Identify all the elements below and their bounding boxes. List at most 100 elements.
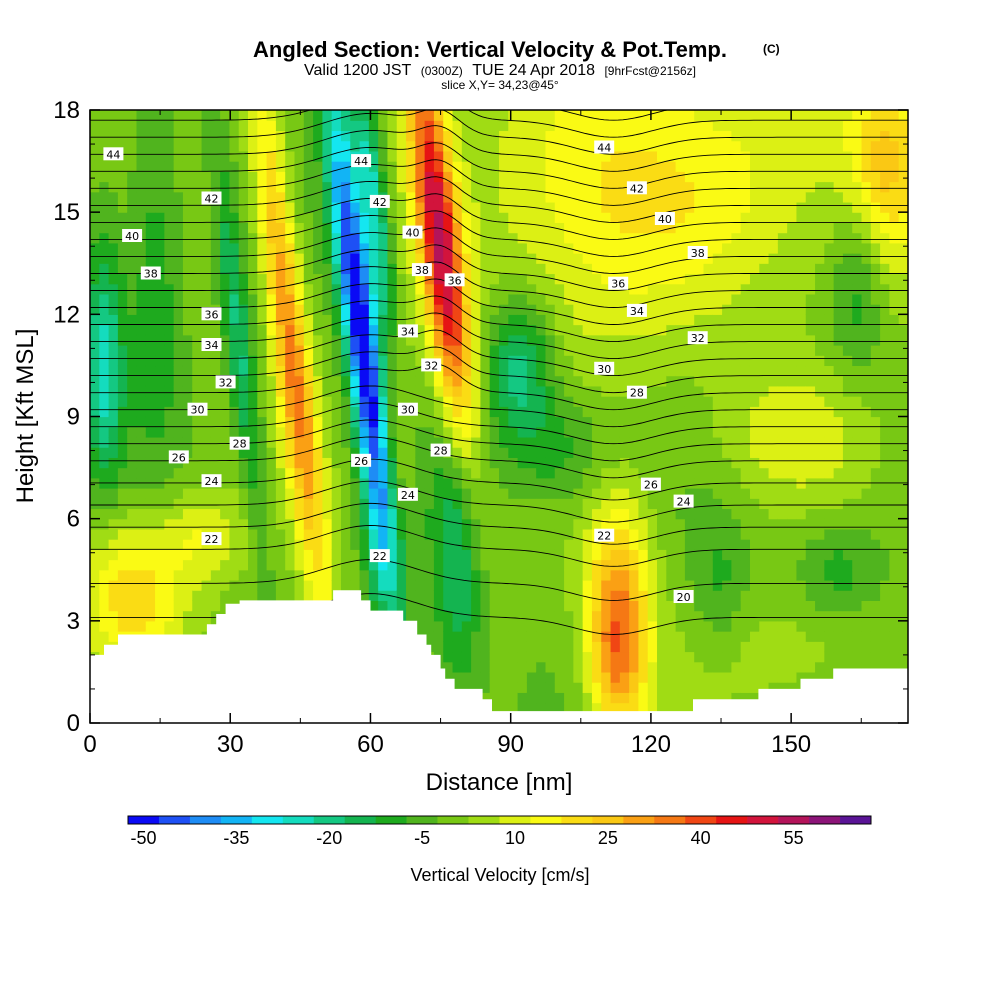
velocity-cell (238, 365, 249, 377)
velocity-cell (815, 385, 825, 397)
velocity-cell (145, 283, 156, 295)
velocity-cell (424, 508, 435, 520)
velocity-cell (591, 651, 602, 663)
velocity-cell (703, 528, 714, 540)
velocity-cell (564, 488, 574, 499)
velocity-cell (842, 253, 853, 264)
velocity-cell (489, 528, 500, 540)
velocity-cell (545, 242, 556, 254)
velocity-cell (657, 651, 667, 663)
velocity-cell (629, 150, 640, 162)
velocity-cell (99, 569, 110, 581)
velocity-cell (731, 457, 742, 469)
velocity-cell (675, 314, 686, 326)
velocity-cell (210, 610, 221, 622)
velocity-cell (461, 406, 472, 418)
velocity-cell (722, 406, 732, 418)
velocity-cell (573, 477, 584, 489)
velocity-cell (359, 579, 370, 591)
velocity-cell (712, 447, 723, 458)
velocity-cell (768, 671, 779, 683)
velocity-cell (824, 150, 835, 162)
velocity-cell (294, 181, 305, 193)
velocity-cell (517, 682, 528, 693)
velocity-cell (396, 559, 407, 571)
velocity-cell (684, 539, 695, 550)
velocity-cell (601, 426, 612, 438)
velocity-cell (740, 171, 751, 183)
velocity-cell (99, 161, 110, 172)
velocity-cell (777, 579, 788, 591)
velocity-cell (815, 314, 825, 326)
velocity-cell (238, 344, 249, 356)
velocity-cell (815, 641, 825, 653)
velocity-cell (833, 406, 844, 418)
velocity-cell (313, 324, 323, 336)
velocity-cell (573, 539, 584, 550)
velocity-cell (805, 324, 816, 336)
velocity-cell (731, 631, 742, 642)
velocity-cell (610, 549, 621, 561)
velocity-cell (601, 232, 612, 244)
velocity-cell (322, 212, 333, 223)
velocity-cell (842, 610, 853, 622)
velocity-cell (694, 539, 705, 550)
velocity-cell (768, 150, 779, 162)
velocity-cell (461, 355, 472, 367)
velocity-cell (536, 201, 547, 213)
velocity-cell (759, 457, 770, 469)
velocity-cell (777, 641, 788, 653)
velocity-cell (666, 651, 677, 663)
velocity-cell (647, 365, 658, 377)
velocity-cell (508, 426, 519, 438)
velocity-cell (675, 641, 686, 653)
velocity-cell (340, 559, 351, 571)
velocity-cell (294, 559, 305, 571)
velocity-cell (201, 212, 212, 223)
velocity-cell (545, 692, 556, 704)
velocity-cell (638, 396, 649, 407)
velocity-cell (703, 161, 714, 172)
velocity-cell (322, 590, 333, 601)
velocity-cell (433, 375, 444, 387)
velocity-cell (629, 702, 640, 714)
velocity-cell (554, 385, 565, 397)
velocity-cell (666, 508, 677, 520)
velocity-cell (303, 212, 314, 223)
velocity-cell (220, 457, 231, 469)
velocity-cell (368, 457, 379, 469)
velocity-cell (777, 682, 788, 693)
velocity-cell (322, 120, 333, 132)
velocity-cell (108, 396, 119, 407)
velocity-cell (740, 600, 751, 612)
velocity-cell (731, 641, 742, 653)
velocity-cell (842, 355, 853, 367)
velocity-cell (257, 508, 268, 520)
velocity-cell (294, 590, 305, 601)
velocity-cell (675, 631, 686, 642)
velocity-cell (861, 641, 872, 653)
velocity-cell (805, 344, 816, 356)
velocity-cell (90, 436, 100, 448)
velocity-cell (601, 671, 612, 683)
velocity-cell (712, 620, 723, 632)
velocity-cell (619, 447, 630, 458)
velocity-cell (833, 539, 844, 550)
velocity-cell (703, 232, 714, 244)
velocity-cell (368, 508, 379, 520)
velocity-cell (666, 569, 677, 581)
velocity-cell (443, 242, 454, 254)
velocity-cell (545, 447, 556, 458)
velocity-cell (294, 528, 305, 540)
velocity-cell (424, 385, 435, 397)
velocity-cell (536, 406, 547, 418)
valid-time-label: Valid 1200 JST (304, 62, 412, 79)
velocity-cell (545, 436, 556, 448)
velocity-cell (192, 212, 203, 223)
velocity-cell (824, 426, 835, 438)
velocity-cell (238, 579, 249, 591)
velocity-cell (266, 314, 277, 326)
velocity-cell (229, 457, 240, 469)
velocity-cell (610, 293, 621, 305)
velocity-cell (387, 447, 398, 458)
